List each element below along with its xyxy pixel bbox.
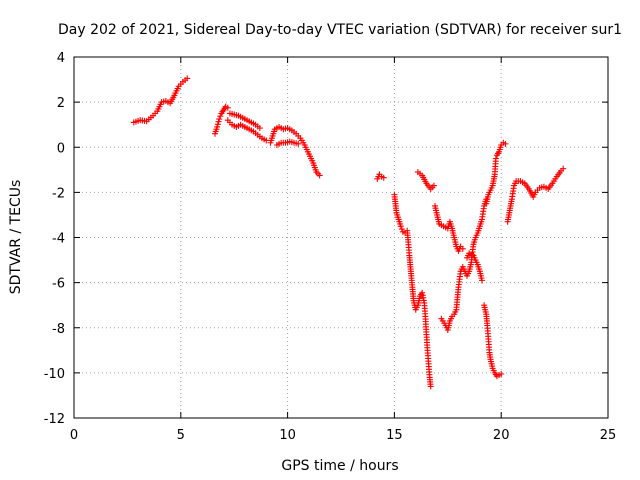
y-tick-label: -6 [52,277,65,292]
series-segment-11 [438,196,490,334]
data-point [398,226,405,233]
x-tick-label: 20 [493,428,510,443]
x-tick-label: 5 [177,428,185,443]
series-segment-4 [226,110,263,132]
series-segment-15 [504,165,567,225]
series-segment-12 [464,250,485,284]
data-point [427,383,434,390]
data-point [492,155,499,162]
series-segment-13 [481,302,505,380]
data-point [478,277,485,284]
data-point [217,113,224,120]
data-point [224,104,231,111]
y-tick-label: 4 [57,51,65,66]
y-tick-label: 0 [57,141,65,156]
data-point [498,371,505,378]
data-point [560,165,567,172]
data-point [216,116,223,123]
data-point [380,174,387,181]
y-tick-label: 2 [57,96,65,111]
data-point [397,223,404,230]
plot-frame [73,56,609,419]
y-tick-label: -4 [52,232,65,247]
x-tick-label: 0 [70,428,78,443]
series-segment-9 [414,169,437,192]
y-tick-label: -2 [52,186,65,201]
data-point [214,121,221,128]
series-segment-1 [130,75,191,126]
data-point [184,75,191,82]
y-tick-label: -12 [44,412,65,427]
series-segment-10 [431,202,466,255]
y-tick-label: -8 [52,322,65,337]
x-tick-label: 15 [386,428,403,443]
gridlines [74,57,608,418]
y-axis-label: SDTVAR / TECUs [8,180,24,295]
x-tick-label: 25 [600,428,617,443]
series-segment-8 [391,191,434,390]
y-tick-label: -10 [44,367,65,382]
series-segment-3 [224,117,270,144]
data-point [459,245,466,252]
data-point [295,140,302,147]
data-points [130,75,567,390]
series-segment-6 [273,138,302,148]
data-point [502,140,509,147]
data-point [316,172,323,179]
series-segment-7 [374,171,387,182]
data-point [214,123,221,130]
x-tick-label: 10 [279,428,296,443]
x-axis-label: GPS time / hours [281,458,398,474]
series-segment-14 [483,139,509,207]
series-segment-2 [211,103,231,137]
data-point [256,125,263,132]
chart-title: Day 202 of 2021, Sidereal Day-to-day VTE… [58,22,622,38]
data-point [430,182,437,189]
series-segment-5 [267,123,323,179]
axes: 0 5 10 15 20 25 -12 -10 -8 -6 -4 -2 0 2 4 [44,51,617,443]
data-point [215,118,222,125]
